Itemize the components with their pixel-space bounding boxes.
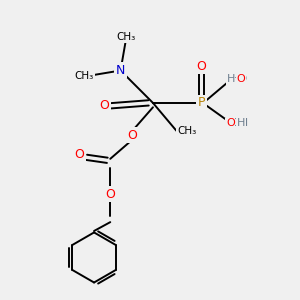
Text: H: H (237, 118, 245, 128)
Text: CH₃: CH₃ (177, 126, 196, 136)
Text: HO: HO (231, 74, 248, 84)
Text: O: O (74, 148, 84, 161)
Text: H: H (226, 74, 235, 84)
Text: HO: HO (231, 74, 248, 84)
Text: N: N (116, 64, 125, 77)
Text: O: O (105, 188, 115, 201)
Text: O: O (237, 74, 246, 84)
Text: CH₃: CH₃ (74, 71, 93, 81)
Text: O: O (99, 99, 109, 112)
Text: O: O (226, 118, 235, 128)
Text: P: P (198, 96, 205, 110)
Text: O: O (128, 129, 137, 142)
Text: O: O (196, 60, 206, 73)
Text: CH₃: CH₃ (117, 32, 136, 42)
Text: OH: OH (231, 118, 248, 128)
